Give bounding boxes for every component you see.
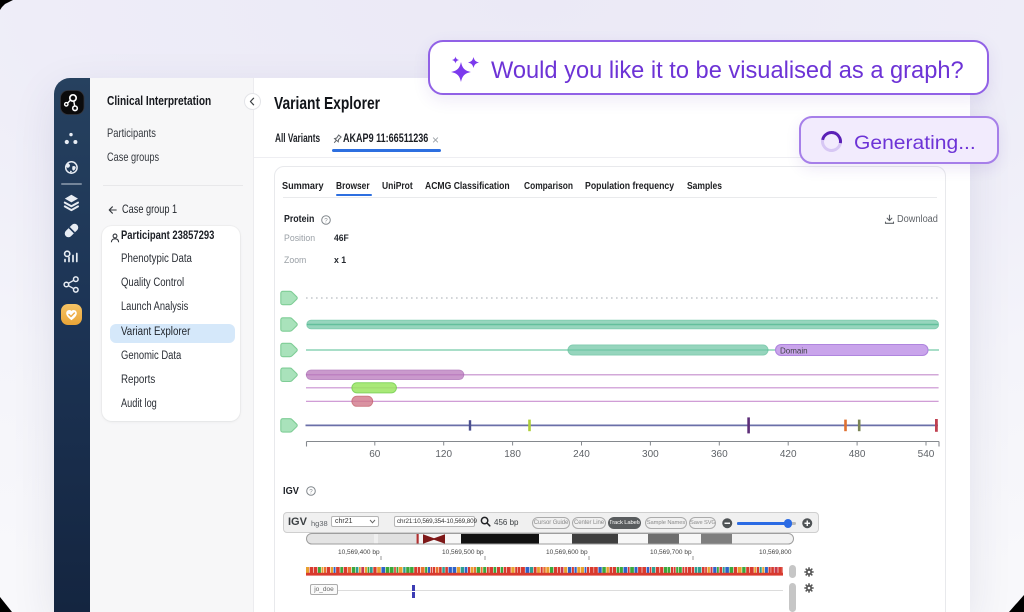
svg-text:420: 420 (780, 449, 797, 460)
svg-text:180: 180 (504, 449, 521, 460)
svg-text:120: 120 (435, 449, 452, 460)
svg-text:300: 300 (642, 449, 659, 460)
svg-text:?: ? (324, 217, 328, 224)
svg-text:?: ? (309, 488, 313, 495)
svg-text:60: 60 (369, 449, 381, 460)
svg-text:540: 540 (918, 449, 935, 460)
svg-text:240: 240 (573, 449, 590, 460)
svg-text:360: 360 (711, 449, 728, 460)
svg-text:480: 480 (849, 449, 866, 460)
svg-text:Domain: Domain (780, 346, 808, 355)
